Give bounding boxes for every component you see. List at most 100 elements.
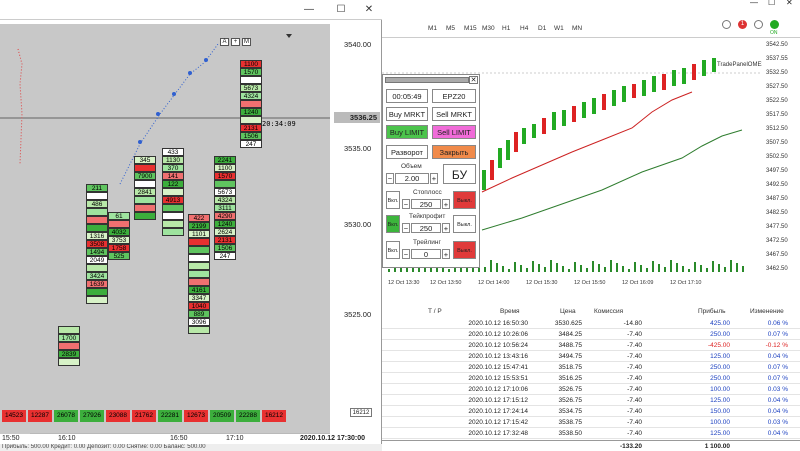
maximize-button[interactable]: ☐ [768,0,776,7]
table-row[interactable]: 2020.10.12 16:50:30 3530.625 -14.80 425.00 0… [382,318,800,329]
sell-limit-button[interactable]: Sell LIMIT [432,125,476,139]
volume-bar [622,266,624,272]
candle [712,58,716,72]
reverse-button[interactable]: Разворот [386,145,428,159]
notification-icon[interactable]: 1 [738,20,747,29]
timeframe-h4[interactable]: H4 [520,25,529,32]
volume-cell: 12287 [28,410,52,422]
table-row[interactable]: 2020.10.12 17:10:06 3526.75 -7.40 100.00 0.0… [382,384,800,395]
table-row[interactable]: 2020.10.12 13:43:16 3494.75 -7.40 125.00 0.0… [382,351,800,362]
cluster-chart[interactable]: A + M 211 486 1316 3508 1494 2049 3424 1639 61 40… [0,24,330,434]
timeframe-mn[interactable]: MN [572,25,583,32]
time-axis-right: 12 Oct 13:30 12 Oct 13:50 12 Oct 14:00 1… [382,280,762,288]
close-button[interactable]: ✕ [786,0,793,7]
column-header-change[interactable]: Изменение [750,308,784,315]
column-header-profit[interactable]: Прибыль [698,308,726,315]
panel-titlebar[interactable] [385,77,469,83]
table-row[interactable]: 2020.10.12 17:15:42 3538.75 -7.40 100.00 0.0… [382,417,800,428]
takeprofit-plus-button[interactable]: + [442,223,450,233]
candle [572,106,576,122]
takeprofit-input[interactable]: 250 [411,223,441,233]
cell-commission: -7.40 [627,397,642,404]
chart-button-a[interactable]: A [220,38,229,46]
trailing-plus-button[interactable]: + [442,249,450,259]
volume-bar [508,269,510,272]
cell-price: 3488.75 [558,342,583,349]
volume-bar [610,260,612,272]
timeframe-d1[interactable]: D1 [538,25,547,32]
minimize-button[interactable]: — [304,4,314,15]
buy-limit-button[interactable]: Buy LIMIT [386,125,428,139]
cluster-cell [188,262,210,270]
sell-market-button[interactable]: Sell MRKT [432,107,476,121]
volume-minus-button[interactable]: − [386,173,394,184]
takeprofit-off-button[interactable]: Выкл. [453,215,476,233]
session-timer: 00:05:49 [386,89,428,103]
column-header-sltp[interactable]: Т / Р [428,308,442,315]
user-icon[interactable] [722,20,731,29]
symbol-label[interactable]: EPZ20 [432,89,476,103]
trailing-on-button[interactable]: Вкл. [386,241,400,259]
timeframe-m5[interactable]: M5 [446,25,456,32]
volume-bar [598,264,600,272]
settings-icon[interactable] [754,20,763,29]
volume-bar [730,260,732,272]
price-label: 3507.50 [766,140,788,146]
column-header-time[interactable]: Время [500,308,520,315]
takeprofit-on-button[interactable]: Вкл. [386,215,400,233]
table-row[interactable]: 2020.10.12 15:47:41 3518.75 -7.40 250.00 0.0… [382,362,800,373]
timeframe-w1[interactable]: W1 [554,25,564,32]
volume-input[interactable]: 2.00 [395,173,429,184]
table-row[interactable]: 2020.10.12 10:56:24 3488.75 -7.40 -425.00 -0… [382,340,800,351]
stoploss-minus-button[interactable]: − [402,199,410,209]
price-label: 3487.50 [766,196,788,202]
volume-bar [448,269,450,272]
cluster-cell [86,264,108,272]
breakeven-button[interactable]: БУ [443,164,476,184]
table-row[interactable]: 2020.10.12 17:32:48 3538.50 -7.40 125.00 0.0… [382,428,800,439]
trailing-input[interactable]: 0 [411,249,441,259]
panel-close-icon[interactable]: ✕ [469,76,478,84]
timeframe-m15[interactable]: M15 [464,25,477,32]
stoploss-on-button[interactable]: Вкл. [386,191,400,209]
chart-button-m[interactable]: M [242,38,251,46]
stoploss-plus-button[interactable]: + [442,199,450,209]
trade-point [172,92,176,96]
chart-button-plus[interactable]: + [231,38,240,46]
table-row[interactable]: 2020.10.12 17:24:14 3534.75 -7.40 150.00 0.0… [382,406,800,417]
maximize-button[interactable]: ☐ [336,4,346,15]
trailing-off-button[interactable]: Выкл. [453,241,476,259]
minimize-button[interactable]: — [750,0,758,7]
cluster-cell: 1570 [214,172,236,180]
table-row[interactable]: 2020.10.12 10:26:06 3484.25 -7.40 250.00 0.0… [382,329,800,340]
candle [498,148,502,168]
cluster-cell: 2839 [58,350,80,358]
stoploss-input[interactable]: 250 [411,199,441,209]
cell-profit: 125.00 [710,353,730,360]
volume-bar [706,268,708,272]
column-header-commission[interactable]: Комиссия [594,308,624,315]
price-label: 3522.50 [766,98,788,104]
volume-bar [712,261,714,272]
candle [632,84,636,98]
volume-bar [514,262,516,272]
trailing-minus-button[interactable]: − [402,249,410,259]
volume-plus-button[interactable]: + [430,173,438,184]
timeframe-m1[interactable]: M1 [428,25,438,32]
table-row[interactable]: 2020.10.12 15:53:51 3516.25 -7.40 250.00 0.0… [382,373,800,384]
column-header-price[interactable]: Цена [560,308,576,315]
cell-profit: 125.00 [710,430,730,437]
takeprofit-minus-button[interactable]: − [402,223,410,233]
stoploss-off-button[interactable]: Выкл. [453,191,476,209]
close-button[interactable]: ✕ [364,4,374,15]
table-row[interactable]: 2020.10.12 17:15:12 3526.75 -7.40 125.00 0.0… [382,395,800,406]
cluster-cell: 122 [162,180,184,188]
timeframe-m30[interactable]: M30 [482,25,495,32]
buy-market-button[interactable]: Buy MRKT [386,107,428,121]
candle [482,170,486,190]
timeframe-h1[interactable]: H1 [502,25,511,32]
volume-bar [646,268,648,272]
cluster-cell: 3111 [214,204,236,212]
cluster-cell [108,220,130,228]
close-position-button[interactable]: Закрыть [432,145,476,159]
